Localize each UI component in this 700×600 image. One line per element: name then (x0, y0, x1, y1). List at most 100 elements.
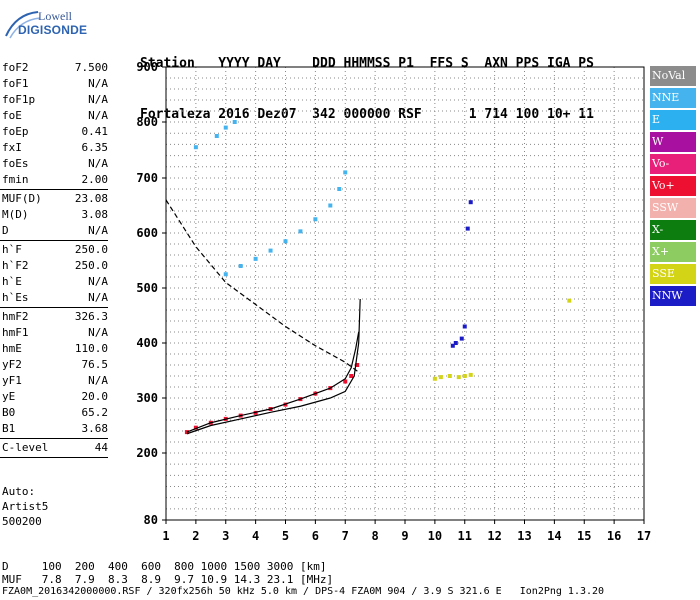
y-tick-label: 700 (136, 171, 158, 185)
param-separator (0, 189, 108, 190)
data-point (337, 187, 342, 191)
param-row: C-level 44 (0, 440, 110, 456)
y-tick-label: 400 (136, 336, 158, 350)
x-tick-label: 13 (517, 529, 531, 543)
data-point (355, 363, 360, 367)
param-value: N/A (88, 77, 108, 90)
data-point (462, 374, 467, 378)
param-row: h`Es N/A (0, 290, 110, 306)
param-name: yF1 (2, 374, 22, 387)
legend-item: Vo- (650, 154, 696, 174)
data-point (453, 341, 458, 345)
param-name: B1 (2, 422, 16, 435)
autoscaling-info: Auto: Artist5 500200 (2, 484, 48, 529)
param-value: 6.35 (81, 141, 109, 154)
polarization-legend: NoVal NNE E W Vo- Vo+ SSW X- X+ SSE NNW (650, 66, 696, 308)
param-name: foF2 (2, 61, 29, 74)
param-name: h`F (2, 243, 22, 256)
x-tick-label: 7 (342, 529, 349, 543)
param-row: hmF2 326.3 (0, 309, 110, 325)
data-point (465, 226, 470, 231)
data-point (223, 272, 228, 277)
logo-swoosh-icon (5, 11, 41, 39)
param-row: hmF1 N/A (0, 325, 110, 341)
param-row: foE N/A (0, 108, 110, 124)
param-name: M(D) (2, 208, 29, 221)
param-name: D (2, 224, 9, 237)
param-row: yF1 N/A (0, 373, 110, 389)
param-name: h`E (2, 275, 22, 288)
logo-line2: DIGISONDE (18, 23, 88, 37)
x-tick-label: 11 (458, 529, 472, 543)
param-row: foF1p N/A (0, 92, 110, 108)
param-row: fxI 6.35 (0, 140, 110, 156)
param-name: h`F2 (2, 259, 29, 272)
param-name: C-level (2, 441, 49, 454)
x-tick-label: 15 (577, 529, 591, 543)
param-value: 20.0 (81, 390, 109, 403)
param-row: B0 65.2 (0, 405, 110, 421)
data-point (214, 134, 219, 138)
footer-d-row: D 100 200 400 600 800 1000 1500 3000 [km… (2, 560, 327, 573)
data-point (193, 145, 198, 150)
param-value: 65.2 (81, 406, 109, 419)
param-row: yF2 76.5 (0, 357, 110, 373)
param-value: 326.3 (74, 310, 108, 323)
x-tick-label: 17 (637, 529, 651, 543)
param-value: 76.5 (81, 358, 109, 371)
footer-file-row: FZA0M_2016342000000.RSF / 320fx256h 50 k… (2, 586, 605, 597)
param-name: hmF1 (2, 326, 29, 339)
data-point (343, 170, 348, 175)
data-point (447, 374, 452, 378)
data-point (468, 200, 473, 205)
param-name: foF1 (2, 77, 29, 90)
param-value: 110.0 (74, 342, 108, 355)
param-value: 2.00 (81, 173, 109, 186)
param-value: N/A (88, 93, 108, 106)
x-tick-label: 4 (252, 529, 259, 543)
param-value: N/A (88, 326, 108, 339)
param-value: N/A (88, 109, 108, 122)
data-point (459, 336, 464, 341)
param-value: 250.0 (74, 243, 108, 256)
legend-item: X+ (650, 242, 696, 262)
param-name: h`Es (2, 291, 29, 304)
data-point (232, 120, 237, 124)
y-tick-label: 900 (136, 60, 158, 74)
data-point (343, 379, 348, 384)
x-tick-label: 14 (547, 529, 561, 543)
x-tick-label: 8 (372, 529, 379, 543)
legend-item: E (650, 110, 696, 130)
param-name: fxI (2, 141, 22, 154)
param-name: foE (2, 109, 22, 122)
data-point (567, 298, 572, 303)
param-value: 0.41 (81, 125, 109, 138)
y-tick-label: 200 (136, 446, 158, 460)
data-point (313, 217, 318, 222)
data-point (438, 375, 443, 380)
y-tick-label: 300 (136, 391, 158, 405)
legend-item: X- (650, 220, 696, 240)
legend-item: NNW (650, 286, 696, 306)
param-value: N/A (88, 291, 108, 304)
param-row: h`E N/A (0, 274, 110, 290)
x-tick-label: 9 (401, 529, 408, 543)
data-point (456, 375, 461, 380)
param-value: N/A (88, 275, 108, 288)
param-separator (0, 457, 108, 458)
y-tick-label: 500 (136, 281, 158, 295)
data-point (328, 203, 333, 208)
series-line (186, 298, 361, 435)
x-tick-label: 3 (222, 529, 229, 543)
series-line (186, 331, 360, 433)
param-value: 250.0 (74, 259, 108, 272)
data-point (298, 229, 303, 234)
x-tick-label: 1 (162, 529, 169, 543)
param-name: foEs (2, 157, 29, 170)
data-point (349, 374, 354, 378)
x-tick-label: 2 (192, 529, 199, 543)
data-point (283, 239, 288, 244)
data-point (238, 264, 243, 268)
data-point (432, 376, 437, 381)
param-row: D N/A (0, 223, 110, 239)
